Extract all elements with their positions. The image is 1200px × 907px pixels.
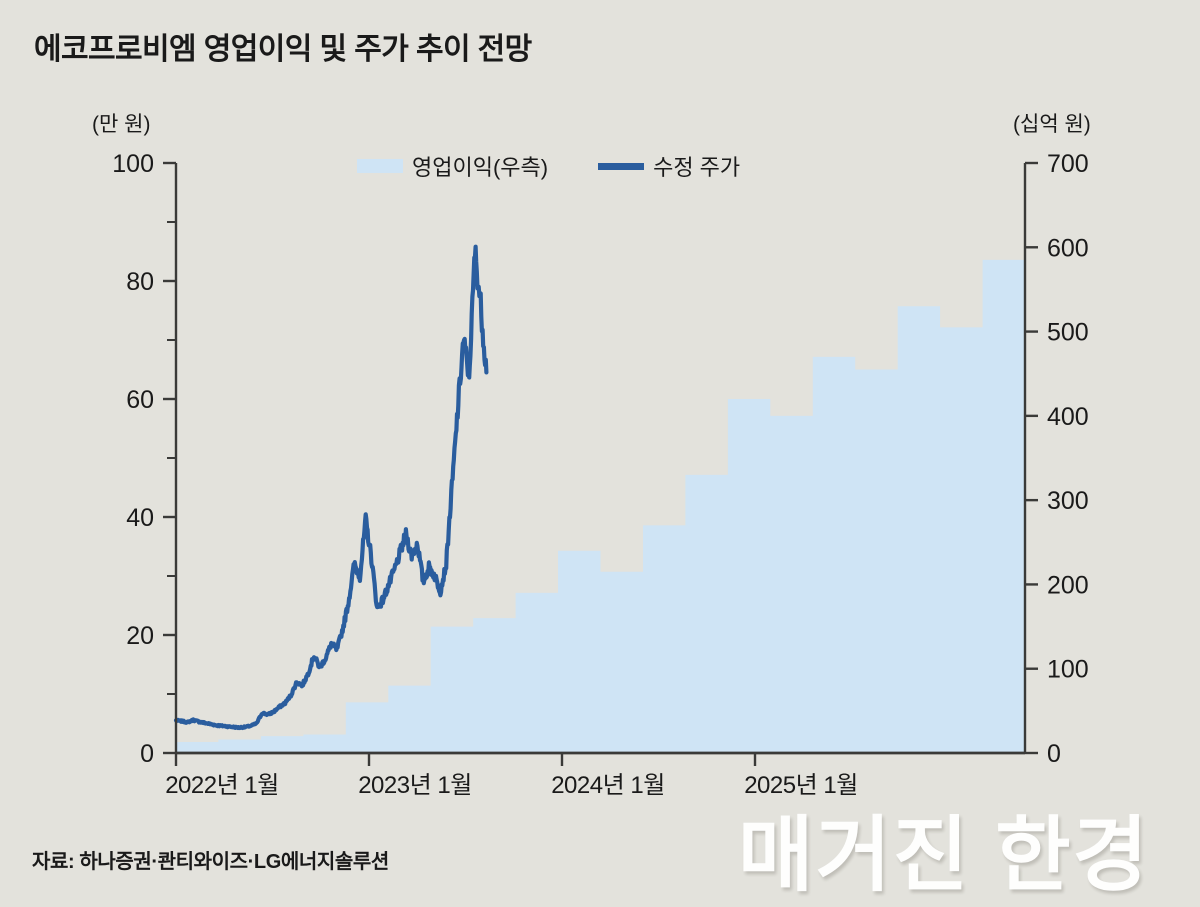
left-axis-tick-label: 80 [126,268,154,296]
area-series-operating-profit [176,259,1025,753]
source-note: 자료: 하나증권·콴티와이즈·LG에너지솔루션 [32,851,389,873]
legend-line-swatch-icon [598,162,645,170]
chart-legend: 영업이익(우측) 수정 주가 [357,150,740,182]
right-axis-tick-label: 700 [1047,150,1089,178]
legend-line-label: 수정 주가 [653,155,741,180]
x-axis-tick-label: 2023년 1월 [358,772,472,799]
right-axis-tick-label: 500 [1047,319,1089,347]
right-axis-tick-label: 0 [1047,740,1061,768]
left-axis-tick-label: 20 [126,622,154,650]
right-axis-tick-label: 600 [1047,234,1089,262]
left-axis-tick-label: 60 [126,386,154,414]
left-axis-unit-label: (만 원) [92,113,151,136]
legend-entry-line: 수정 주가 [598,150,740,182]
right-axis-unit-label: (십억 원) [1013,113,1091,136]
page-title: 에코프로비엠 영업이익 및 주가 추이 전망 [34,33,532,66]
line-series-adjusted-stock-price [173,244,489,731]
legend-entry-area: 영업이익(우측) [357,150,548,182]
right-axis-tick-label: 200 [1047,571,1089,599]
left-axis-tick-label: 100 [112,150,154,178]
right-axis-tick-label: 300 [1047,487,1089,515]
x-axis-tick-label: 2024년 1월 [551,772,665,799]
right-axis-tick-label: 400 [1047,403,1089,431]
left-axis-tick-label: 0 [140,740,154,768]
right-axis-tick-label: 100 [1047,656,1089,684]
legend-area-label: 영업이익(우측) [412,155,549,180]
x-axis-tick-label: 2025년 1월 [744,772,858,799]
legend-area-swatch-icon [357,159,403,173]
left-axis-tick-label: 40 [126,504,154,532]
x-axis-tick-label: 2022년 1월 [165,772,279,799]
